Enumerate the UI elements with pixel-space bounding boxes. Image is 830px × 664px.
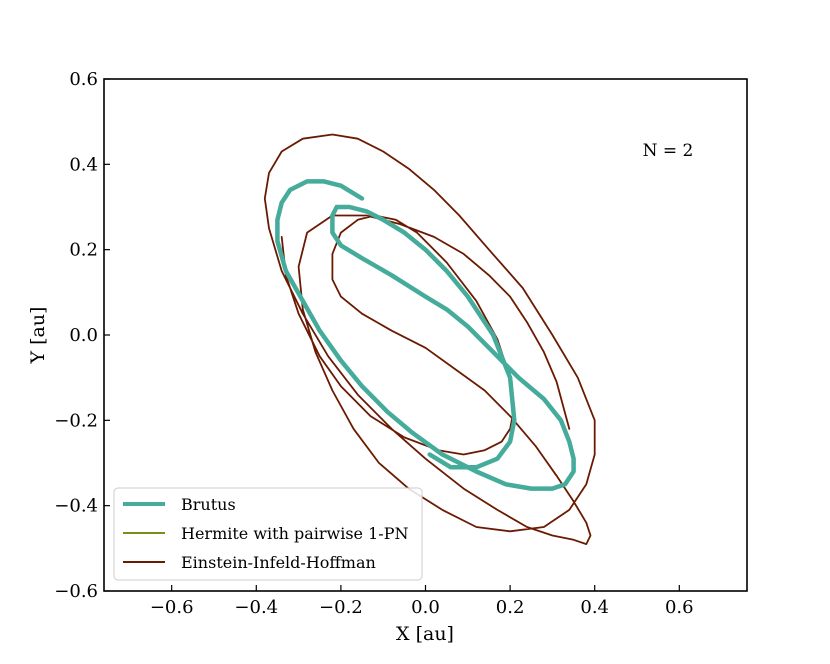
y-tick-label: 0.4 [69,154,98,175]
x-tick-label: −0.4 [234,597,278,618]
x-tick-label: 0.6 [665,597,694,618]
y-tick-label: 0.2 [69,240,98,261]
x-tick-label: 0.2 [496,597,525,618]
y-tick-label: −0.6 [54,581,98,602]
x-tick-label: 0.4 [580,597,609,618]
legend: Brutus Hermite with pairwise 1-PN Einste… [113,487,423,581]
x-tick-label: −0.2 [319,597,363,618]
plot-area [263,133,596,545]
n-annotation: N = 2 [643,141,694,161]
y-axis-label: Y [au] [27,307,49,365]
legend-label-eih: Einstein-Infeld-Hoffman [181,553,376,572]
legend-label-brutus: Brutus [181,495,236,514]
legend-label-hermite: Hermite with pairwise 1-PN [181,524,408,543]
y-tick-label: 0.6 [69,69,98,90]
x-tick-label: 0.0 [411,597,440,618]
legend-box [113,487,423,581]
series-line-einstein-infeld-hoffman [263,133,596,545]
x-tick-label: −0.6 [150,597,194,618]
y-tick-label: −0.4 [54,496,98,517]
x-axis-ticks: −0.6 −0.4 −0.2 0.0 0.2 0.4 0.6 [150,585,694,618]
series-line-brutus [275,179,576,491]
x-axis-label: X [au] [396,623,454,645]
y-axis-ticks: −0.6 −0.4 −0.2 0.0 0.2 0.4 0.6 [54,69,110,602]
y-tick-label: 0.0 [69,325,98,346]
y-tick-label: −0.2 [54,410,98,431]
